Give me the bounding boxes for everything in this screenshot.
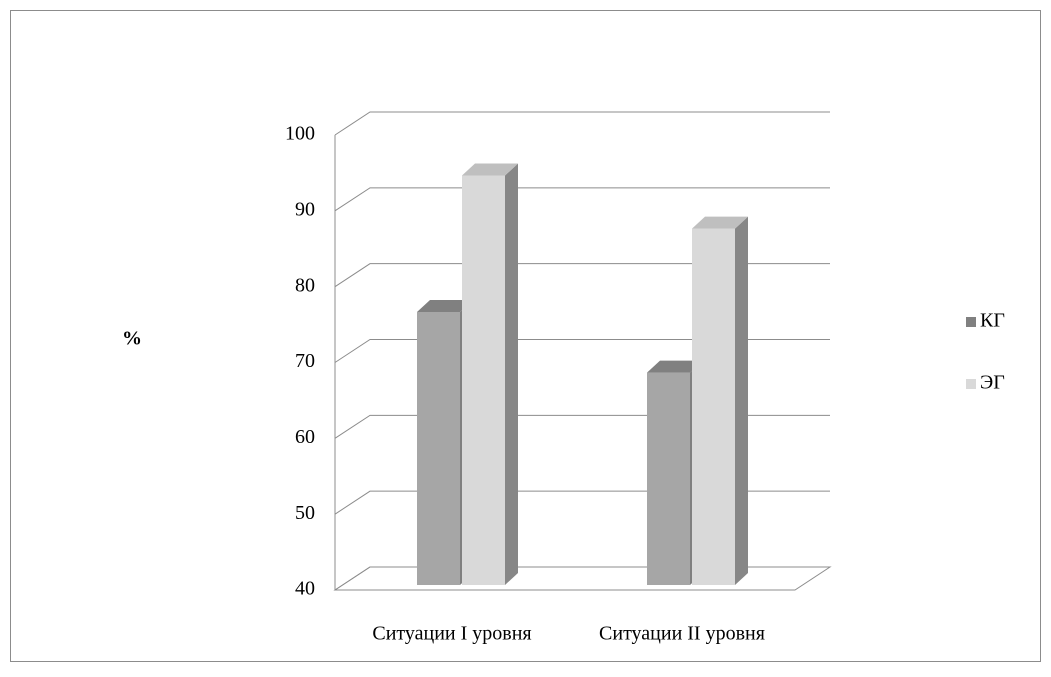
y-tick-label: 100 (285, 123, 315, 145)
bar-face (692, 228, 735, 586)
chart-border (10, 10, 1041, 662)
y-tick-label: 40 (295, 578, 315, 600)
bar-face (417, 312, 460, 585)
y-tick-label: 80 (295, 274, 315, 296)
bar-face (505, 163, 518, 585)
bar-face (462, 163, 518, 176)
x-tick-label: Ситуации I уровня (372, 623, 531, 645)
bar-face (647, 372, 690, 585)
bar (462, 163, 518, 585)
y-tick-label: 90 (295, 198, 315, 220)
legend-label: КГ (980, 310, 1005, 332)
y-tick-label: 70 (295, 350, 315, 372)
legend-swatch (966, 317, 976, 327)
bar-face (692, 216, 748, 229)
x-tick-label: Ситуации II уровня (599, 623, 765, 645)
grid-line (334, 339, 830, 363)
bar-face (647, 360, 703, 373)
grid-line (334, 263, 830, 288)
grid-line (334, 187, 830, 212)
grid-line (334, 111, 830, 136)
bar-face (417, 300, 473, 312)
y-tick-label: 60 (295, 426, 315, 448)
legend-swatch (966, 379, 976, 389)
y-axis-label: % (122, 328, 142, 350)
bar-face (735, 216, 748, 586)
y-tick-label: 50 (295, 502, 315, 524)
legend-label: ЭГ (980, 372, 1005, 394)
bar (692, 216, 748, 586)
bar-face (462, 175, 505, 585)
